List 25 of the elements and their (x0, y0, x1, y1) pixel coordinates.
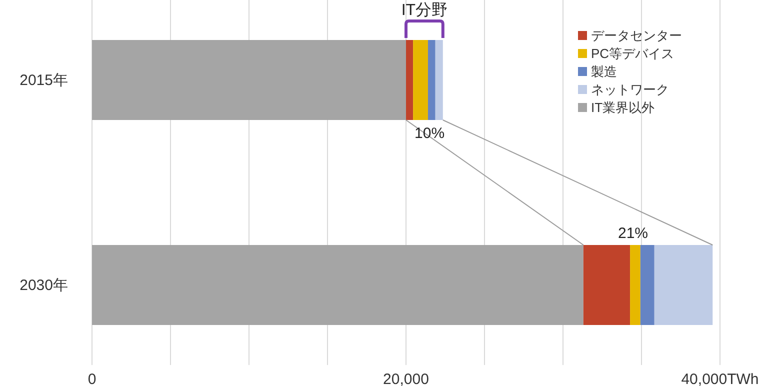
bar (406, 40, 414, 120)
bar (92, 245, 584, 325)
annotation: 10% (414, 125, 445, 142)
legend-label: IT業界以外 (591, 100, 655, 115)
bar (583, 245, 630, 325)
bar (630, 245, 640, 325)
bar (413, 40, 428, 120)
legend-item: データセンター (578, 28, 682, 43)
bar (428, 40, 436, 120)
x-tick-label: 40,000TWh (681, 371, 759, 386)
legend-item: PC等デバイス (578, 46, 674, 61)
y-tick-label: 2030年 (20, 277, 68, 294)
bar (92, 40, 406, 120)
x-tick-label: 0 (88, 371, 96, 386)
legend-item: 製造 (578, 64, 617, 79)
legend-item: ネットワーク (578, 82, 669, 97)
bar (435, 40, 443, 120)
legend-item: IT業界以外 (578, 100, 655, 115)
legend-label: 製造 (591, 64, 617, 79)
y-tick-label: 2015年 (20, 72, 68, 89)
annotation: IT分野 (401, 2, 448, 19)
x-tick-label: 20,000 (383, 371, 429, 386)
annotation: 21% (618, 225, 648, 242)
bar (640, 245, 654, 325)
bar (654, 245, 713, 325)
